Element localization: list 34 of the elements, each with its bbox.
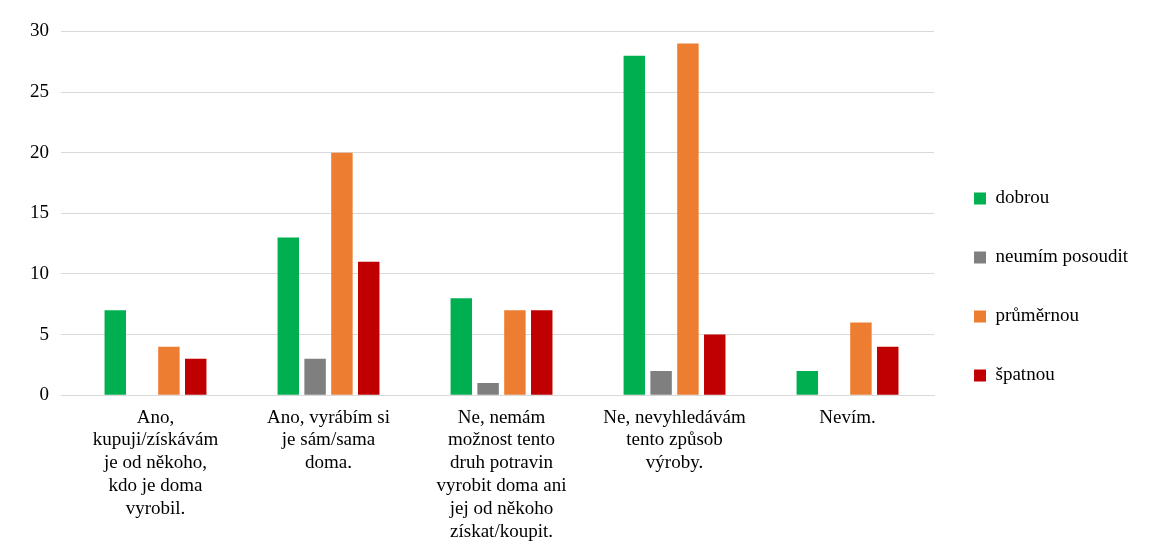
y-tick-label: 15 bbox=[30, 201, 49, 223]
legend-label: špatnou bbox=[995, 363, 1056, 385]
bar bbox=[504, 310, 526, 395]
bar bbox=[277, 237, 300, 395]
bar bbox=[531, 310, 553, 395]
bar bbox=[331, 152, 353, 395]
x-tick-label: Ne, nemám možnost tento druh potravin vyrobit doma ani jej od někoho získat/koupit. bbox=[436, 405, 567, 541]
bar bbox=[877, 346, 899, 395]
x-tick-label: Ano, kupuji/získávám je od někoho, kdo je doma vyrobil. bbox=[92, 405, 219, 518]
y-tick-label: 10 bbox=[30, 261, 49, 283]
y-tick-label: 0 bbox=[39, 383, 49, 405]
legend-label: neumím posoudit bbox=[995, 245, 1129, 267]
bar bbox=[185, 358, 207, 395]
x-tick-label: Nevím. bbox=[819, 405, 876, 427]
bar bbox=[358, 261, 380, 395]
y-tick-label: 20 bbox=[30, 140, 49, 162]
x-tick-label: Ano, vyrábím si je sám/sama doma. bbox=[267, 405, 390, 473]
bar bbox=[650, 370, 672, 395]
bar bbox=[796, 370, 819, 395]
y-tick-label: 30 bbox=[30, 19, 49, 41]
y-tick-label: 25 bbox=[30, 80, 49, 102]
bar bbox=[158, 346, 180, 395]
bar bbox=[304, 358, 326, 395]
bar bbox=[704, 334, 726, 395]
bar bbox=[850, 322, 872, 395]
bar bbox=[677, 43, 699, 395]
bar bbox=[623, 55, 646, 395]
legend-label: dobrou bbox=[995, 186, 1050, 208]
y-tick-label: 5 bbox=[39, 322, 49, 344]
bar bbox=[450, 298, 473, 395]
bar bbox=[477, 383, 499, 395]
bar bbox=[104, 310, 127, 395]
x-tick-label: Ne, nevyhledávám tento způsob výroby. bbox=[603, 405, 746, 473]
legend-label: průměrnou bbox=[995, 304, 1080, 326]
